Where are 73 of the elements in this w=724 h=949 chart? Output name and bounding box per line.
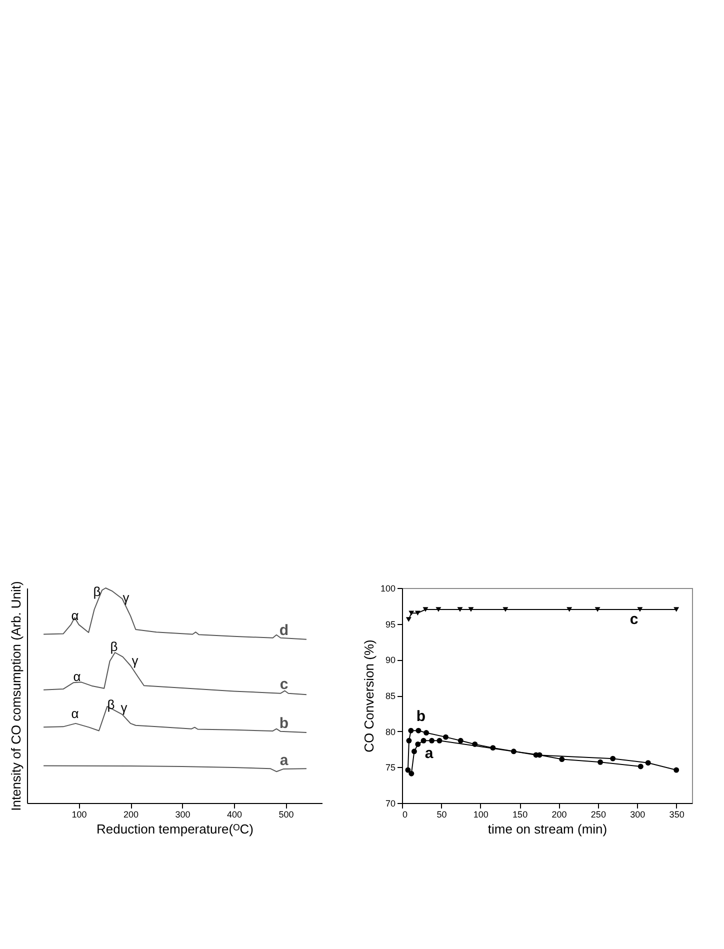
y-tick-label: 85 — [385, 691, 396, 701]
point — [442, 734, 448, 740]
annotation: α — [73, 669, 82, 684]
y-tick-label: 100 — [380, 584, 396, 594]
point — [598, 759, 604, 765]
point — [408, 770, 414, 776]
annotation: β — [110, 639, 118, 654]
annotation: γ — [132, 653, 139, 668]
x-tick-label: 350 — [669, 810, 684, 820]
point — [610, 756, 616, 762]
x-tick-label: 0 — [402, 810, 408, 820]
point — [408, 728, 414, 734]
point — [406, 617, 412, 622]
x-tick-label: 150 — [512, 810, 528, 820]
y-axis-title: Intensity of CO comsumption (Arb. Unit) — [8, 581, 24, 811]
series-label: c — [280, 676, 288, 693]
point — [411, 748, 417, 754]
point — [416, 728, 422, 734]
series-label: a — [424, 745, 434, 762]
point — [490, 745, 496, 751]
x-tick-label: 200 — [123, 810, 139, 820]
y-tick-label: 95 — [385, 619, 396, 630]
point — [457, 607, 463, 612]
x-axis-title: time on stream (min) — [488, 822, 608, 836]
x-axis-title: Reduction temperature(ᴼC) — [96, 822, 254, 836]
point — [436, 738, 442, 744]
point — [436, 607, 442, 612]
series-label: a — [280, 752, 289, 769]
series-label: b — [416, 708, 426, 725]
y-tick-label: 80 — [385, 726, 396, 737]
point — [458, 738, 464, 744]
annotation: α — [71, 608, 80, 623]
annotation: γ — [120, 700, 128, 715]
point — [424, 730, 430, 736]
x-tick-label: 100 — [72, 810, 87, 820]
x-tick-label: 500 — [278, 810, 294, 820]
series-label: c — [630, 611, 638, 628]
point — [468, 607, 474, 612]
point — [566, 607, 572, 612]
annotation: α — [71, 706, 80, 721]
y-axis-title: CO Conversion (%) — [361, 640, 376, 752]
x-tick-label: 250 — [590, 810, 606, 820]
point — [415, 742, 421, 747]
point — [637, 607, 643, 612]
point — [674, 607, 680, 612]
point — [594, 607, 600, 612]
point — [674, 767, 680, 773]
x-tick-label: 400 — [227, 810, 242, 820]
x-tick-label: 200 — [552, 810, 567, 820]
x-tick-label: 50 — [436, 810, 447, 820]
point — [408, 610, 414, 616]
point — [638, 764, 644, 770]
point — [502, 607, 508, 612]
y-tick-label: 70 — [385, 798, 396, 808]
x-tick-label: 300 — [630, 810, 646, 820]
x-tick-label: 100 — [473, 810, 488, 820]
annotation: β — [93, 584, 101, 599]
y-tick-label: 90 — [385, 655, 396, 666]
point — [406, 738, 412, 744]
y-tick-label: 75 — [385, 762, 396, 773]
point — [559, 756, 565, 762]
annotation: γ — [122, 590, 130, 605]
point — [429, 738, 435, 744]
point — [405, 767, 411, 773]
point — [472, 742, 478, 747]
annotation: β — [107, 697, 115, 712]
series-label: b — [279, 715, 289, 732]
point — [422, 607, 428, 612]
point — [420, 738, 426, 744]
series-label: d — [279, 622, 289, 639]
point — [414, 610, 420, 616]
point — [645, 760, 651, 766]
x-tick-label: 300 — [175, 810, 190, 820]
